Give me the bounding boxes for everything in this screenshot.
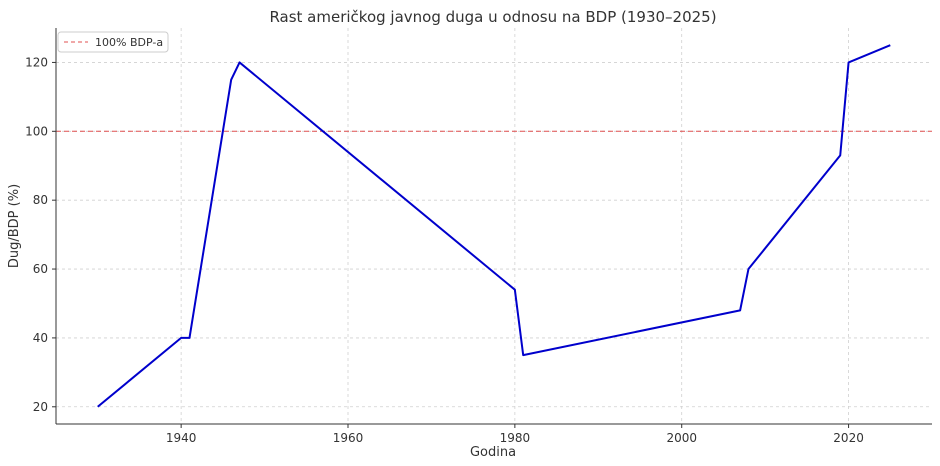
x-tick-label: 1940 [166, 431, 197, 445]
legend-label: 100% BDP-a [95, 36, 163, 49]
axes [55, 28, 932, 425]
x-tick-label: 1960 [333, 431, 364, 445]
y-tick-label: 60 [33, 262, 48, 276]
y-tick-label: 100 [25, 124, 48, 138]
x-tick-label: 2000 [666, 431, 697, 445]
grid [56, 28, 932, 424]
x-axis-label: Godina [470, 445, 516, 460]
legend-box [57, 31, 169, 53]
legend: 100% BDP-a [57, 31, 169, 53]
x-tick-label: 1980 [500, 431, 531, 445]
series-layer [97, 44, 891, 408]
y-ticks: 20 40 60 80 100 120 [25, 55, 56, 414]
chart-title: Rast američkog javnog duga u odnosu na B… [269, 8, 716, 26]
x-tick-label: 2020 [833, 431, 864, 445]
y-tick-label: 120 [25, 55, 48, 69]
y-tick-label: 40 [33, 331, 48, 345]
x-ticks: 1940 1960 1980 2000 2020 [166, 424, 864, 445]
y-axis-label: Dug/BDP (%) [7, 184, 22, 268]
series-line-0 [97, 44, 891, 408]
y-tick-label: 80 [33, 193, 48, 207]
y-tick-label: 20 [33, 400, 48, 414]
